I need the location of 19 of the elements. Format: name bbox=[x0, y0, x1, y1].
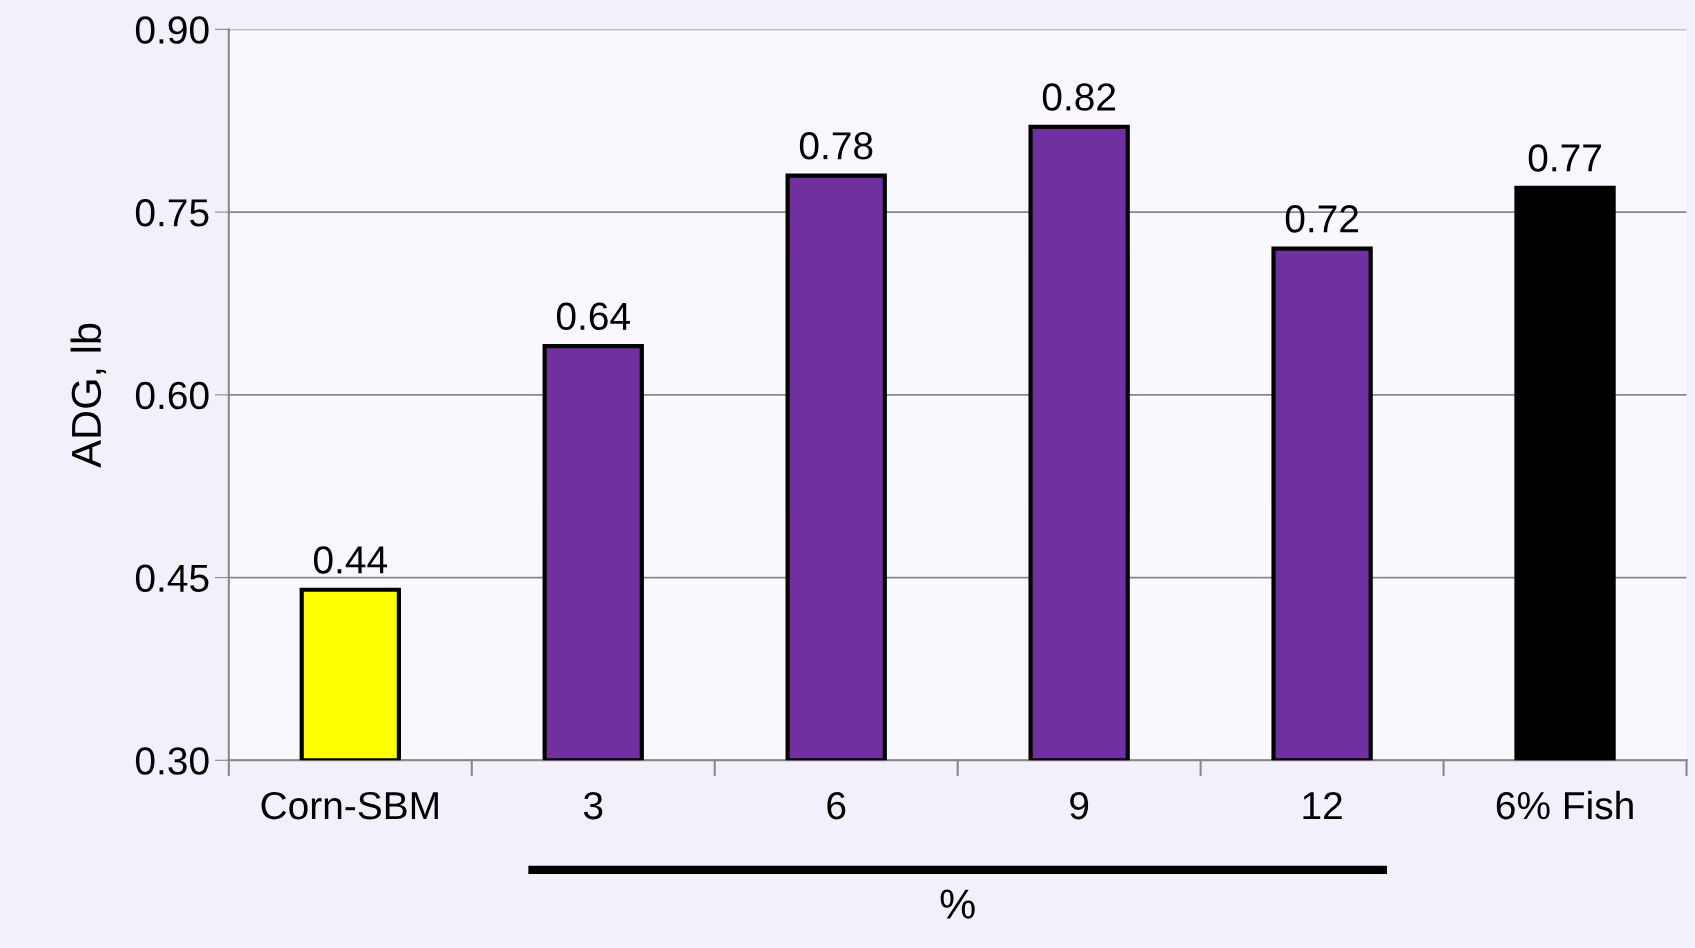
y-tick-label: 0.75 bbox=[135, 199, 209, 227]
y-tick-label: 0.60 bbox=[135, 381, 209, 410]
x-tick-label: 6% Fish bbox=[1496, 790, 1633, 820]
x-tick-label: 12 bbox=[1303, 791, 1342, 820]
x-tick-label: 6 bbox=[827, 791, 846, 820]
data-label: 0.72 bbox=[1285, 205, 1358, 233]
data-label: 0.82 bbox=[1042, 83, 1116, 111]
x-tick-label: Corn-SBM bbox=[261, 791, 438, 820]
data-label: 0.44 bbox=[313, 546, 388, 574]
data-label: 0.78 bbox=[799, 132, 873, 160]
y-axis-title: ADG, lb bbox=[70, 323, 107, 468]
x-axis-title: % bbox=[940, 889, 975, 919]
data-label: 0.77 bbox=[1528, 144, 1601, 172]
y-tick-label: 0.30 bbox=[135, 747, 209, 775]
x-tick-label: 9 bbox=[1070, 791, 1089, 820]
data-label: 0.64 bbox=[556, 302, 630, 331]
y-tick-label: 0.45 bbox=[135, 564, 209, 593]
x-tick-label: 3 bbox=[583, 791, 603, 820]
y-tick-label: 0.90 bbox=[135, 16, 209, 44]
